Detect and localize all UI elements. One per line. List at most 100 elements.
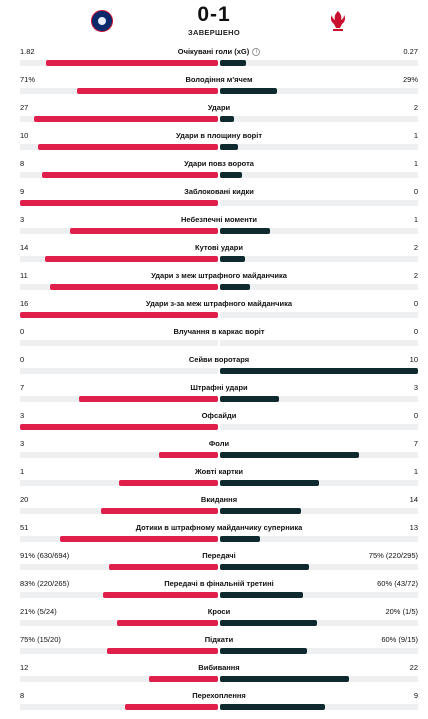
- stat-row: 1.82 Очікувані голи (xG) i 0.27: [20, 47, 418, 75]
- stat-name: Кутові удари: [20, 243, 418, 252]
- stat-row: 20 Вкидання 14: [20, 495, 418, 523]
- stat-name: Дотики в штрафному майданчику суперника: [20, 523, 418, 532]
- stat-row: 8 Перехоплення 9: [20, 691, 418, 719]
- away-value: 60% (43/72): [377, 579, 418, 588]
- away-bar: [220, 88, 278, 94]
- away-bar-track: [220, 116, 418, 122]
- stat-label: Офсайди: [201, 411, 237, 420]
- home-value: 51: [20, 523, 29, 532]
- stat-label: Вкидання: [200, 495, 238, 504]
- away-value: 3: [413, 383, 418, 392]
- info-icon[interactable]: i: [252, 48, 261, 57]
- home-value: 3: [20, 215, 25, 224]
- stat-row: 0 Сейви воротаря 10: [20, 355, 418, 383]
- away-bar-track: [220, 368, 418, 374]
- away-bar-track: [220, 340, 418, 346]
- away-bar: [220, 284, 250, 290]
- home-value: 75% (15/20): [20, 635, 61, 644]
- away-bar-track: [220, 200, 418, 206]
- stat-row: 71% Володіння м'ячем 29%: [20, 75, 418, 103]
- match-score: 0-1: [197, 3, 231, 26]
- psg-crest-icon[interactable]: [91, 10, 113, 32]
- away-value: 60% (9/15): [381, 635, 418, 644]
- away-bar-track: [220, 620, 418, 626]
- away-bar: [220, 592, 304, 598]
- home-bar: [103, 592, 218, 598]
- stat-row: 75% (15/20) Підкати 60% (9/15): [20, 635, 418, 663]
- home-bar-track: [20, 284, 218, 290]
- home-value: 7: [20, 383, 25, 392]
- away-bar-track: [220, 144, 418, 150]
- stat-name: Заблоковані кидки: [20, 187, 418, 196]
- away-bar: [220, 144, 238, 150]
- stat-row: 11 Удари з меж штрафного майданчика 2: [20, 271, 418, 299]
- stat-name: Очікувані голи (xG) i: [20, 47, 418, 57]
- away-bar: [220, 172, 242, 178]
- home-bar-track: [20, 452, 218, 458]
- home-bar: [20, 312, 218, 318]
- home-bar-track: [20, 676, 218, 682]
- away-value: 29%: [402, 75, 418, 84]
- home-bar: [44, 256, 218, 262]
- home-bar: [101, 508, 218, 514]
- away-bar: [220, 620, 318, 626]
- home-value: 12: [20, 663, 29, 672]
- home-bar: [158, 452, 218, 458]
- home-bar: [37, 144, 218, 150]
- stat-name: Передачі в фінальній третині: [20, 579, 418, 588]
- away-bar-track: [220, 592, 418, 598]
- home-bar-track: [20, 480, 218, 486]
- stat-name: Вкидання: [20, 495, 418, 504]
- home-bar-track: [20, 396, 218, 402]
- stat-row: 1 Жовті картки 1: [20, 467, 418, 495]
- stat-name: Небезпечні моменти: [20, 215, 418, 224]
- stat-name: Фоли: [20, 439, 418, 448]
- home-value: 14: [20, 243, 29, 252]
- liverpool-crest-icon[interactable]: [329, 9, 347, 33]
- home-value: 1: [20, 467, 25, 476]
- stat-row: 51 Дотики в штрафному майданчику суперник…: [20, 523, 418, 551]
- stat-row: 16 Удари з-за меж штрафного майданчика 0: [20, 299, 418, 327]
- stat-name: Офсайди: [20, 411, 418, 420]
- home-bar-track: [20, 88, 218, 94]
- home-bar-track: [20, 116, 218, 122]
- stat-label: Штрафні удари: [190, 383, 248, 392]
- stat-name: Підкати: [20, 635, 418, 644]
- stat-name: Удари повз ворота: [20, 159, 418, 168]
- away-bar: [220, 452, 359, 458]
- stat-name: Жовті картки: [20, 467, 418, 476]
- away-bar-track: [220, 564, 418, 570]
- stat-name: Володіння м'ячем: [20, 75, 418, 84]
- home-value: 91% (630/694): [20, 551, 70, 560]
- away-bar: [220, 368, 418, 374]
- away-value: 1: [413, 467, 418, 476]
- home-bar: [33, 116, 218, 122]
- away-bar: [220, 116, 234, 122]
- stat-name: Передачі: [20, 551, 418, 560]
- away-bar-track: [220, 648, 418, 654]
- away-bar: [220, 256, 245, 262]
- home-bar-track: [20, 648, 218, 654]
- home-value: 0: [20, 355, 25, 364]
- home-value: 11: [20, 271, 28, 280]
- stat-label: Сейви воротаря: [188, 355, 250, 364]
- home-bar-track: [20, 704, 218, 710]
- home-bar-track: [20, 564, 218, 570]
- home-bar: [45, 60, 218, 66]
- home-value: 16: [20, 299, 29, 308]
- stat-label: Перехоплення: [192, 691, 246, 700]
- home-bar-track: [20, 508, 218, 514]
- stat-label: Удари з-за меж штрафного майданчика: [145, 299, 293, 308]
- stat-name: Удари з меж штрафного майданчика: [20, 271, 418, 280]
- away-bar: [220, 60, 246, 66]
- home-bar: [20, 200, 218, 206]
- home-bar: [109, 564, 218, 570]
- stat-label: Вибивання: [198, 663, 240, 672]
- home-value: 1.82: [20, 47, 35, 56]
- stat-row: 83% (220/265) Передачі в фінальній третин…: [20, 579, 418, 607]
- stat-row: 3 Небезпечні моменти 1: [20, 215, 418, 243]
- home-bar: [124, 704, 218, 710]
- away-value: 75% (220/295): [368, 551, 418, 560]
- stat-label: Кроси: [207, 607, 231, 616]
- stat-name: Влучання в каркас воріт: [20, 327, 418, 336]
